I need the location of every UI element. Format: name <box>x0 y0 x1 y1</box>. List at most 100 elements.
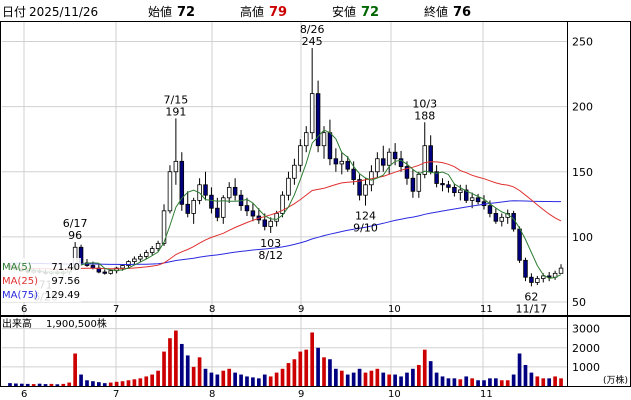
ohlc-header: 日付 2025/11/26 始値 72 高値 79 安値 72 終値 76 <box>2 4 471 20</box>
volume-bar <box>209 372 214 386</box>
price-y-tick-label: 250 <box>572 36 593 49</box>
candle-body-down <box>517 228 522 261</box>
volume-bar <box>363 372 368 386</box>
candle-body-up <box>469 197 475 201</box>
volume-bar <box>156 370 160 386</box>
candle <box>179 152 185 211</box>
volume-bar <box>452 378 457 386</box>
open-value: 72 <box>177 5 195 20</box>
moving-average-lines <box>9 129 562 279</box>
candle <box>203 171 208 201</box>
candle <box>375 152 380 179</box>
candle <box>161 204 167 246</box>
candle-body-down <box>446 184 451 188</box>
candle-body-up <box>286 177 291 196</box>
volume-bar <box>102 383 107 386</box>
volume-bar <box>458 379 463 386</box>
price-y-tick-label: 50 <box>572 296 586 309</box>
candle <box>286 171 291 201</box>
annotation-value: 62 <box>524 290 538 303</box>
volume-bar <box>108 382 113 386</box>
candle <box>232 178 238 201</box>
candle <box>132 256 137 265</box>
volume-bar <box>227 368 232 386</box>
candle-body-up <box>280 194 285 214</box>
open-label: 始値 <box>148 4 172 19</box>
volume-unit: (万株) <box>603 374 628 386</box>
ma-legend: MA(5) 71.40 MA(25) 97.56 MA(75) 129.49 <box>1 258 81 302</box>
price-y-tick-label: 200 <box>572 101 593 114</box>
volume-bar <box>120 381 125 386</box>
volume-bar <box>535 376 540 386</box>
volume-bar <box>55 384 60 386</box>
candle-body-up <box>144 252 149 257</box>
candle <box>138 253 143 262</box>
candle-body-up <box>422 145 427 175</box>
volume-bar <box>126 380 131 386</box>
date-label: 日付 <box>2 5 26 19</box>
candle-body-down <box>381 158 386 166</box>
candle-body-down <box>244 205 250 212</box>
volume-bar <box>476 380 480 386</box>
candle <box>292 158 297 185</box>
volume-bar <box>328 359 332 386</box>
candle <box>535 275 540 286</box>
volume-bar <box>310 332 315 386</box>
volume-bar <box>31 384 36 386</box>
candle <box>298 139 303 172</box>
volume-bar <box>541 378 546 386</box>
volume-bar <box>25 383 30 386</box>
candle <box>102 269 108 275</box>
volume-y-tick-label: 3000 <box>572 323 600 336</box>
volume-x-tick-label: 8 <box>209 389 215 400</box>
volume-bar <box>191 366 196 386</box>
candle <box>452 183 457 197</box>
price-panel-frame <box>0 21 631 316</box>
candle <box>552 270 558 280</box>
price-x-tick-label: 6 <box>21 304 27 315</box>
candle-body-up <box>221 197 226 218</box>
close-label: 終値 <box>424 4 448 19</box>
volume-bar <box>179 343 184 386</box>
candle-body-up <box>126 261 131 266</box>
candle-body-down <box>523 259 528 278</box>
volume-bar <box>245 376 249 386</box>
volume-bar <box>494 378 498 386</box>
price-grid <box>2 22 567 315</box>
volume-grid <box>2 317 567 386</box>
candle <box>155 240 161 252</box>
candle <box>381 145 386 172</box>
volume-value: 1,900,500株 <box>46 317 107 330</box>
candle-body-down <box>493 213 499 222</box>
candle-body-down <box>463 189 469 201</box>
volume-bar <box>416 364 421 386</box>
candle-body-down <box>440 183 445 186</box>
volume-bar <box>499 380 504 386</box>
candle-body-up <box>268 220 273 227</box>
volume-bar <box>67 382 72 386</box>
low-label: 安値 <box>332 4 356 19</box>
candle <box>197 178 202 205</box>
candle-body-down <box>209 194 214 209</box>
candle-body-down <box>102 271 108 274</box>
candle <box>144 249 149 260</box>
volume-bar <box>369 370 374 386</box>
candle <box>280 191 285 218</box>
candle-body-down <box>78 246 84 264</box>
candle <box>244 197 250 217</box>
candle <box>505 209 510 224</box>
volume-bar <box>61 383 66 386</box>
volume-bar <box>322 357 326 386</box>
candle <box>363 178 368 206</box>
candle <box>558 264 564 274</box>
candle-body-up <box>558 267 564 274</box>
candle <box>546 272 552 282</box>
volume-bar <box>85 380 89 386</box>
candle <box>493 208 499 224</box>
candle <box>463 184 469 204</box>
candle <box>78 244 84 266</box>
candle <box>173 118 179 185</box>
candle-body-down <box>185 203 190 214</box>
